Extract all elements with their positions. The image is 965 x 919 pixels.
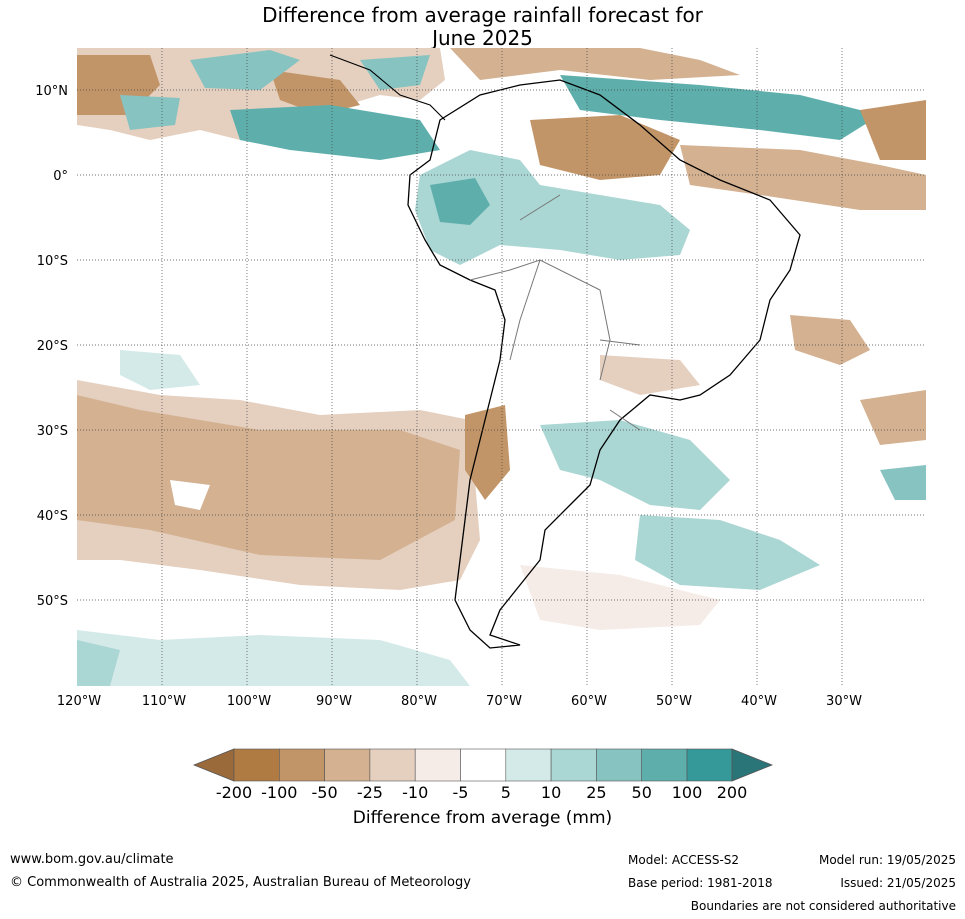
boundaries-disclaimer: Boundaries are not considered authoritat…: [690, 899, 956, 913]
chart-title: Difference from average rainfall forecas…: [0, 4, 965, 50]
wet-area-far-west: [120, 95, 180, 130]
dry-area-chile: [465, 405, 510, 500]
south-america-coastline: [407, 79, 801, 649]
colorbar-segment: [414, 748, 461, 782]
title-line-2: June 2025: [432, 26, 533, 50]
colorbar-segment: [550, 748, 597, 782]
lon-label: 70°W: [486, 694, 522, 709]
wet-area-caribbean: [360, 55, 430, 90]
lon-label: 50°W: [656, 694, 692, 709]
lat-label: 30°S: [37, 424, 68, 439]
latitude-labels: 10°N 0° 10°S 20°S 30°S 40°S 50°S: [35, 84, 68, 609]
country-boundaries: [469, 194, 641, 431]
lat-label: 50°S: [37, 594, 68, 609]
lon-label: 30°W: [826, 694, 862, 709]
dry-area-south-brazil: [600, 355, 700, 395]
dry-area-central-america: [270, 70, 360, 115]
colorbar-tick-labels: -200 -100 -50 -25 -10 -5 5 10 25 50 100 …: [216, 783, 747, 802]
wet-area-east-south-atlantic: [880, 465, 926, 500]
lon-label: 40°W: [741, 694, 777, 709]
colorbar-segment: [596, 748, 643, 782]
dry-band-north-atlantic: [450, 48, 740, 80]
dry-area-brazil-coast: [790, 315, 870, 365]
map-background: [77, 48, 926, 686]
colorbar-tick-label: -25: [357, 783, 383, 802]
colorbar-tick-label: -5: [453, 783, 469, 802]
lon-label: 100°W: [227, 694, 271, 709]
lon-label: 60°W: [571, 694, 607, 709]
dry-area-east-south-atlantic: [860, 390, 926, 445]
colorbar-tick-label: -200: [216, 783, 252, 802]
lat-label: 20°S: [37, 339, 68, 354]
wet-area-atlantic-north: [560, 75, 880, 140]
colorbar-segment: [641, 748, 688, 782]
lon-label: 120°W: [57, 694, 101, 709]
issued-date: Issued: 21/05/2025: [840, 876, 956, 890]
copyright-text: © Commonwealth of Australia 2025, Austra…: [10, 875, 471, 890]
lon-label: 80°W: [401, 694, 437, 709]
wet-area-far-south-west: [77, 640, 120, 686]
central-america-coastline: [329, 54, 446, 121]
dry-area-atlantic-equator: [680, 145, 926, 210]
website-link[interactable]: www.bom.gov.au/climate: [10, 852, 174, 867]
longitude-labels: 120°W 110°W 100°W 90°W 80°W 70°W 60°W 50…: [57, 694, 862, 709]
dry-area-south-pacific-core: [77, 395, 460, 560]
colorbar-segment: [460, 748, 507, 782]
gridlines: [77, 48, 926, 686]
colorbar-extend-left: [192, 748, 235, 782]
dry-area-east-atlantic: [860, 100, 926, 160]
rainfall-anomaly-fields: [77, 48, 926, 686]
wet-area-pacific-north: [190, 50, 300, 90]
wet-area-amazon: [415, 150, 690, 265]
colorbar-segment: [324, 748, 371, 782]
dry-area-north-brazil: [530, 115, 680, 180]
dry-area-argentine-sea: [520, 565, 720, 630]
model-name: Model: ACCESS-S2: [628, 853, 740, 867]
wet-area-southern-ocean: [77, 630, 470, 686]
lat-label: 10°N: [35, 84, 68, 99]
wet-area-pacific-south: [120, 350, 200, 390]
colorbar-tick-label: -100: [261, 783, 297, 802]
colorbar-title: Difference from average (mm): [352, 808, 613, 828]
colorbar-tick-label: 10: [541, 783, 561, 802]
lat-label: 40°S: [37, 509, 68, 524]
model-run-date: Model run: 19/05/2025: [818, 853, 956, 867]
colorbar-tick-label: 5: [501, 783, 511, 802]
lon-label: 90°W: [316, 694, 352, 709]
colorbar-tick-label: -50: [312, 783, 338, 802]
colorbar-tick-label: 200: [717, 783, 748, 802]
colorbar-segment: [505, 748, 552, 782]
colorbar-tick-label: 50: [632, 783, 652, 802]
wet-area-rio-de-la-plata: [540, 420, 730, 510]
wet-area-pacific-equator: [230, 105, 440, 160]
colorbar-tick-label: -10: [402, 783, 428, 802]
lat-label: 10°S: [37, 254, 68, 269]
lon-label: 110°W: [142, 694, 186, 709]
colorbar-tick-label: 100: [672, 783, 703, 802]
wet-area-south-atlantic: [635, 515, 820, 590]
base-period: Base period: 1981-2018: [628, 876, 773, 890]
dry-area-gap: [170, 480, 210, 510]
colorbar-segment: [686, 748, 733, 782]
colorbar-segment: [369, 748, 416, 782]
colorbar: -200 -100 -50 -25 -10 -5 5 10 25 50 100 …: [192, 748, 774, 802]
lat-label: 0°: [53, 169, 68, 184]
title-line-1: Difference from average rainfall forecas…: [262, 3, 703, 27]
colorbar-extend-right: [731, 748, 774, 782]
colorbar-segment: [233, 748, 280, 782]
colorbar-tick-label: 25: [586, 783, 606, 802]
colorbar-segment: [278, 748, 325, 782]
wet-area-amazon-core: [430, 178, 490, 225]
